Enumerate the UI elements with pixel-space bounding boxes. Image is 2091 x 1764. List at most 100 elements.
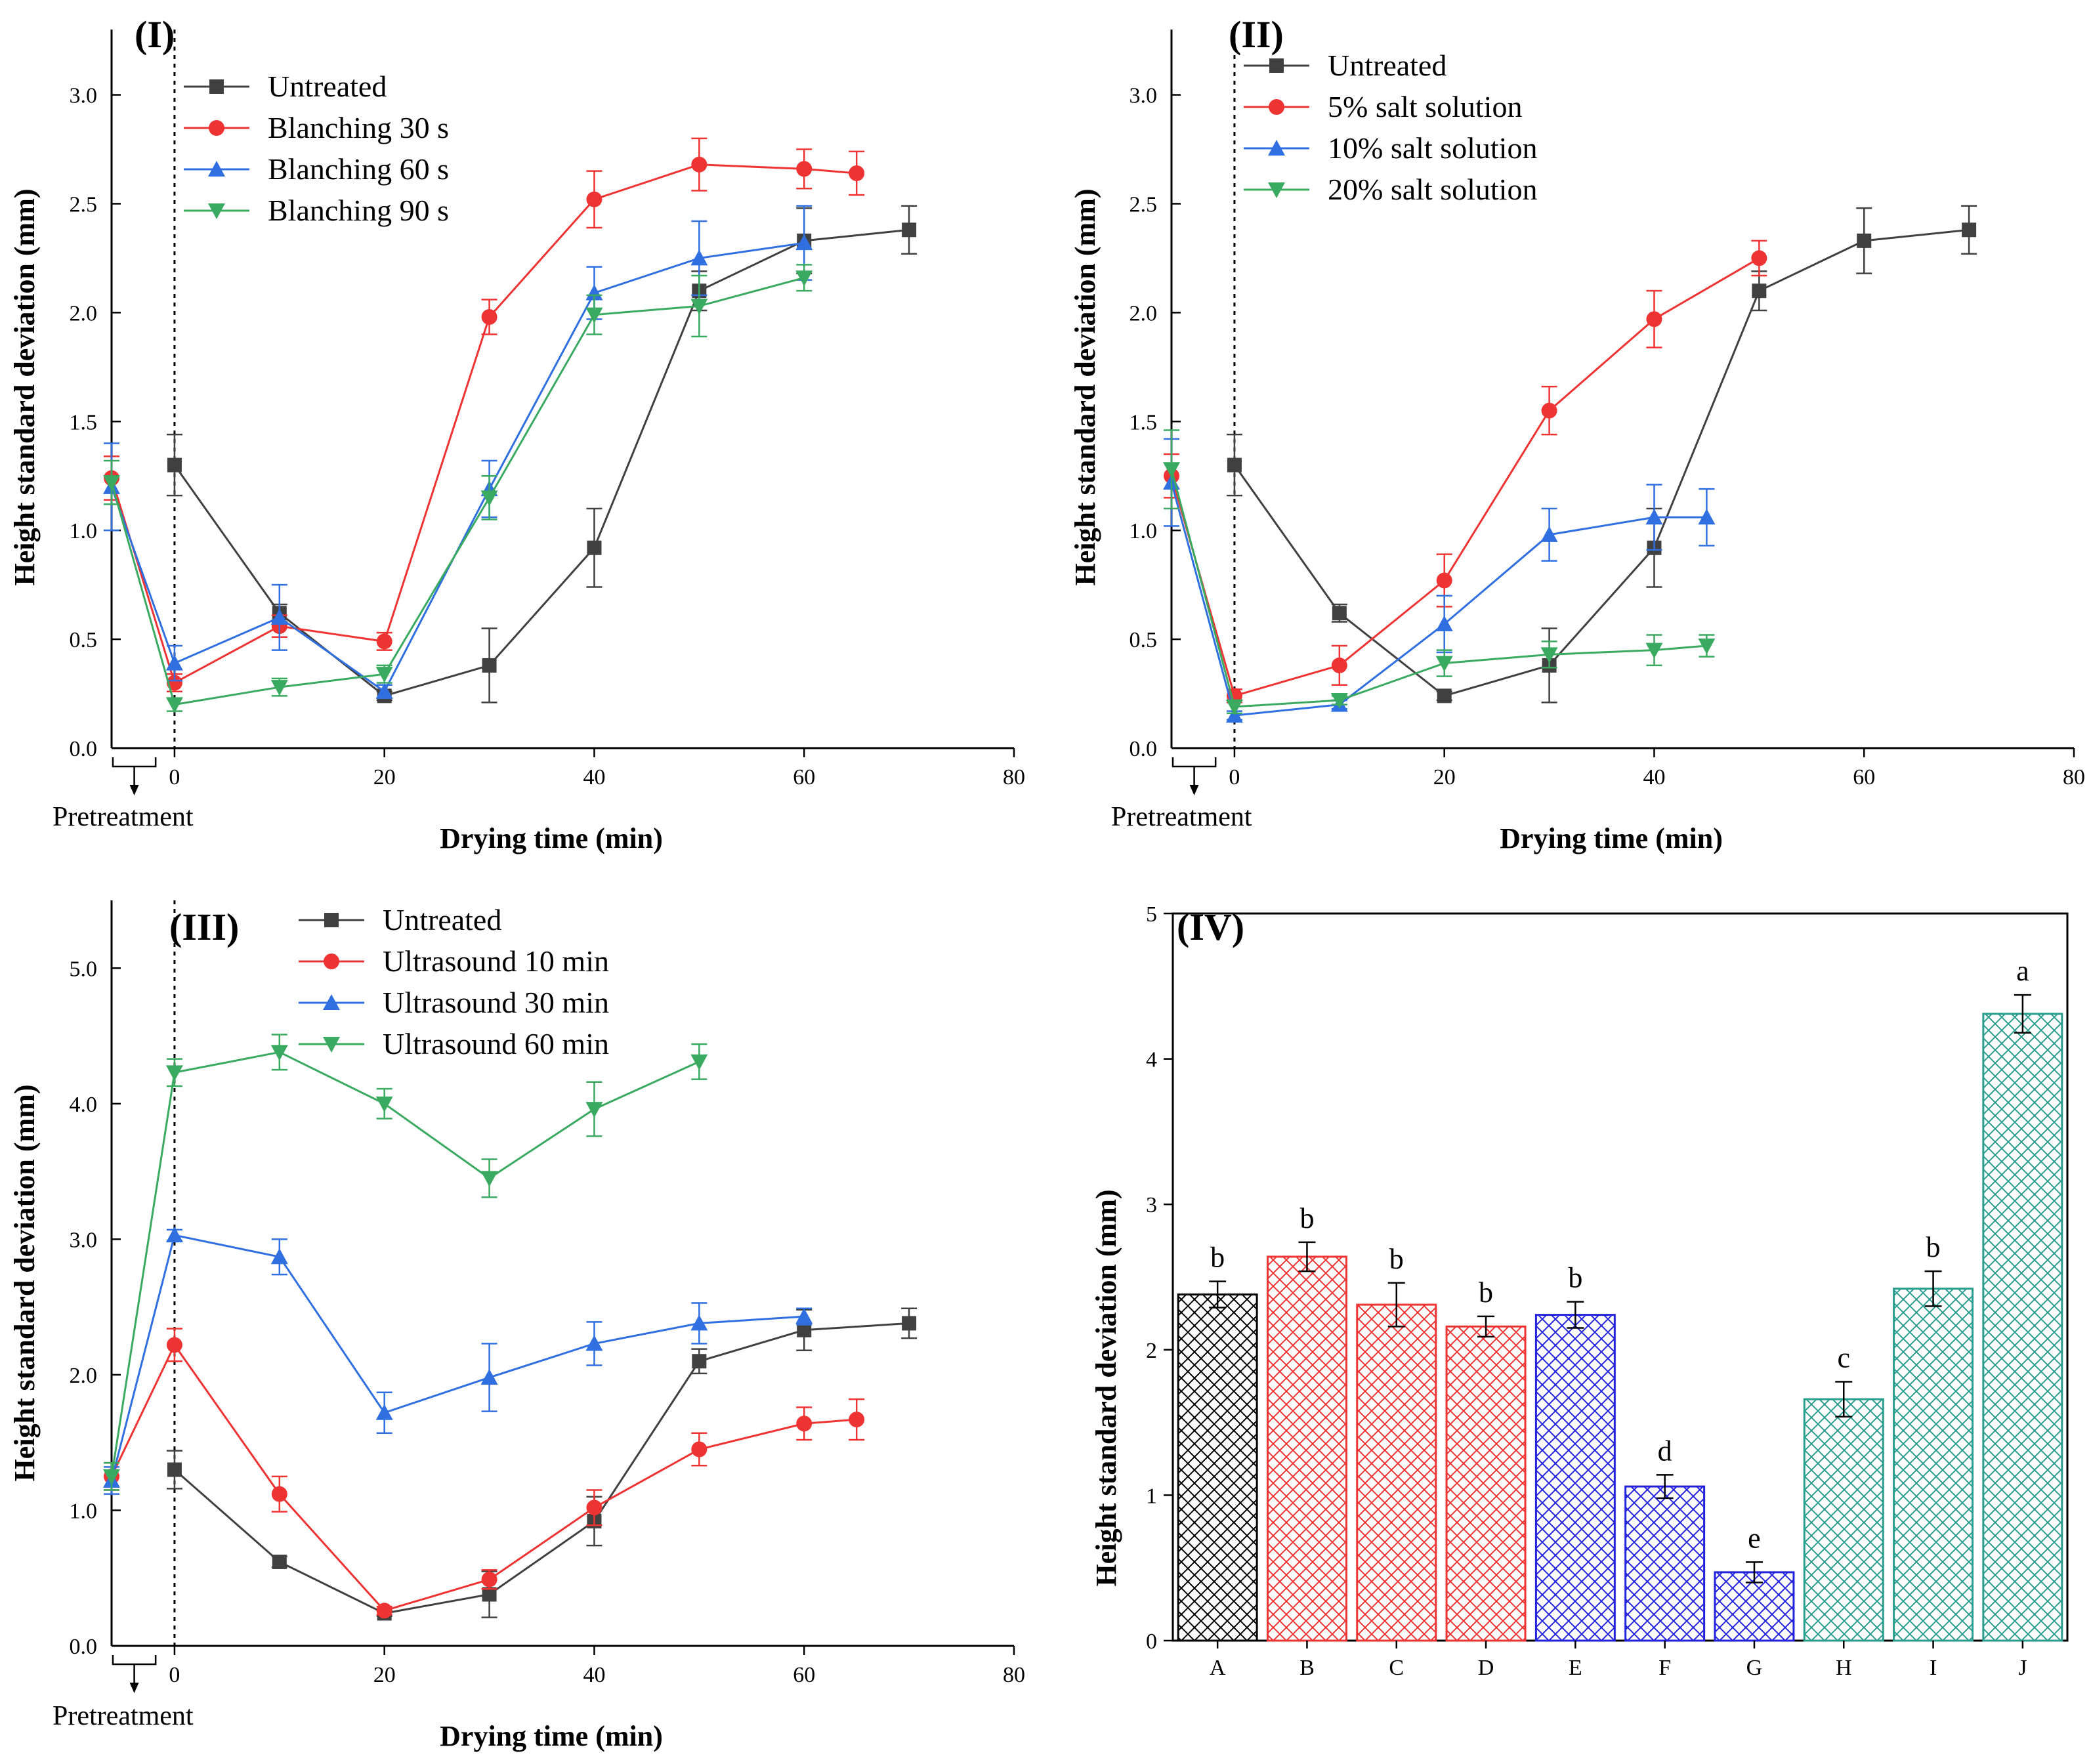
legend-marker-icon [208,161,225,177]
data-point [585,307,603,324]
significance-letter: b [1210,1242,1225,1274]
panel-iv-bars: (IV) Height standard deviation (mm) 0 1 2 3… [1090,902,2069,1680]
data-point [902,222,917,238]
data-point [586,1500,602,1516]
data-point [587,540,602,555]
legend-marker-icon [1268,182,1285,198]
series-blanching-90-s [103,264,813,713]
data-point [165,1065,183,1082]
data-point [166,1337,182,1353]
y-tick-label: 2 [1146,1339,1157,1363]
panel-label: (III) [169,906,239,948]
x-tick-label: 20 [373,765,396,789]
bar-g [1714,1571,1795,1642]
x-tick-label: 0 [169,765,180,789]
x-axis-title: Drying time (min) [1500,822,1723,854]
data-point [795,270,813,287]
data-point [690,1054,708,1070]
data-point [103,1469,120,1485]
panel-ii-salt: (II) Drying time (min) Height standard d… [1069,13,2085,854]
y-tick-label: 2.0 [1130,301,1158,326]
data-point [482,658,497,673]
y-axis-title: Height standard deviation (mm) [1069,189,1101,586]
data-point [585,1335,603,1351]
series-untreated [166,1307,918,1621]
y-tick-label: 2.5 [1130,192,1158,217]
data-point [270,680,288,696]
data-point [692,1354,707,1369]
pretreatment-label: Pretreatment [1111,802,1252,832]
legend-label: Untreated [268,70,387,103]
panel-label: (IV) [1177,906,1244,948]
legend-label: Untreated [383,903,501,936]
x-tick-label: 60 [1853,765,1875,789]
legend-marker-icon [209,120,224,136]
legend-label: Ultrasound 30 min [383,986,609,1019]
legend-marker-icon [1268,140,1285,156]
y-tick-label: 1.0 [70,519,98,543]
data-point [270,608,288,625]
bar-j [1982,1013,2063,1642]
y-tick-label: 1.5 [1130,410,1158,434]
legend-label: Ultrasound 10 min [383,944,609,978]
legend-item: 20% salt solution [1244,173,1537,206]
legend-marker-icon [323,1037,340,1053]
data-point [165,1227,183,1243]
pretreatment-label: Pretreatment [53,1701,194,1731]
x-tick-label: 20 [1433,765,1456,789]
y-tick-label: 3.0 [70,84,98,108]
data-point [1330,693,1348,709]
x-tick-label: 80 [1003,765,1025,789]
series-line [110,242,805,693]
data-point [270,1248,288,1265]
legend-label: 5% salt solution [1328,90,1522,123]
data-point [1698,509,1716,525]
x-axis-title: Drying time (min) [440,1720,663,1752]
data-point [902,1316,917,1331]
legend-item: 5% salt solution [1244,90,1522,123]
data-point [849,165,865,181]
y-axis-title: Height standard deviation (mm) [9,189,41,586]
data-point [1645,509,1663,525]
x-tick-label: 40 [583,1663,605,1687]
series-20-salt-solution [1163,429,1716,715]
legend-marker-icon [209,79,224,94]
panel-iii-ultrasound: (III) Drying time (min) Height standard … [9,900,1025,1752]
legend-label: Ultrasound 60 min [383,1027,609,1060]
x-tick-label: J [2018,1656,2027,1680]
pretreatment-arrow-icon [129,785,139,795]
y-tick-label: 1.0 [1130,519,1158,543]
data-point [272,1554,287,1569]
data-point [585,1102,603,1118]
data-point [690,299,708,315]
legend: Untreated Ultrasound 10 min Ultrasound 30 … [299,903,609,1060]
data-point [586,191,602,207]
series-ultrasound-10-min [104,1328,865,1619]
significance-letter: a [2016,955,2029,987]
x-tick-label: I [1930,1656,1937,1680]
data-point [1541,402,1557,419]
significance-letter: e [1748,1522,1761,1554]
legend-item: Untreated [1244,49,1447,82]
data-point [1436,572,1452,589]
data-point [376,633,392,650]
y-tick-label: 3 [1146,1193,1157,1217]
legend-item: Untreated [184,70,387,103]
legend-item: Blanching 90 s [184,194,449,227]
data-point [375,682,393,699]
y-tick-label: 0.0 [1130,737,1158,761]
legend-item: Ultrasound 60 min [299,1027,609,1060]
data-point [167,1462,182,1477]
panel-label: (II) [1229,13,1284,56]
significance-letter: b [1568,1262,1582,1294]
bar-f [1624,1485,1706,1642]
x-tick-label: 40 [1643,765,1665,789]
data-point [375,1404,393,1420]
data-point [795,234,813,251]
legend-label: Blanching 60 s [268,152,449,186]
y-tick-label: 4 [1146,1048,1157,1072]
pretreatment-bracket [112,757,157,768]
series-line [173,228,910,698]
legend-marker-icon [323,994,340,1010]
